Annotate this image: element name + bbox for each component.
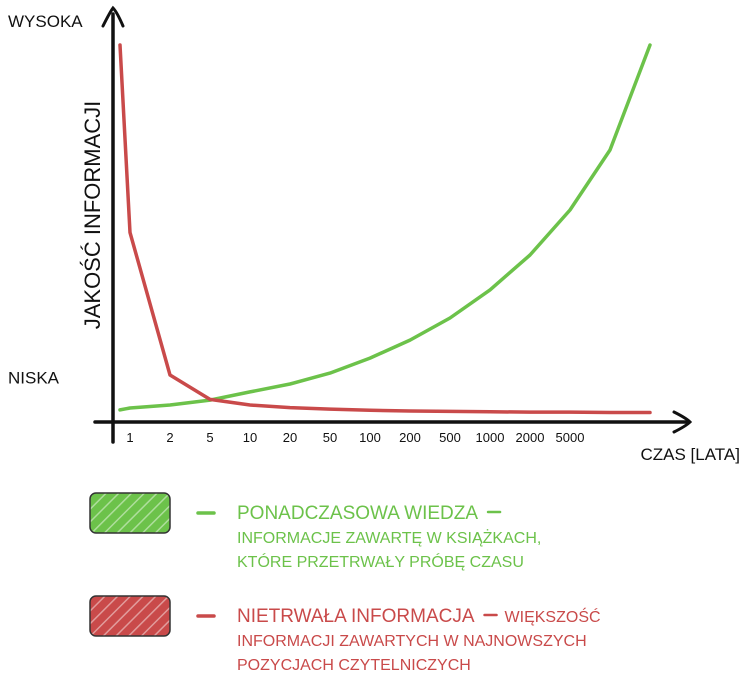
legend-swatch-hatch bbox=[89, 492, 171, 534]
legend-description: POZYCJACH CZYTELNICZYCH bbox=[237, 657, 471, 674]
x-tick-label: 2 bbox=[166, 430, 173, 445]
y-axis-title: JAKOŚĆ INFORMACJI bbox=[80, 101, 105, 330]
legend-description: INFORMACJI ZAWARTYCH W NAJNOWSZYCH bbox=[237, 633, 587, 650]
x-tick-label: 200 bbox=[399, 430, 421, 445]
x-tick-label: 500 bbox=[439, 430, 461, 445]
x-tick-label: 20 bbox=[283, 430, 297, 445]
x-tick-label: 2000 bbox=[516, 430, 545, 445]
legend-description: INFORMACJE ZAWARTĘ W KSIĄŻKACH, bbox=[237, 528, 541, 547]
x-axis-title: CZAS [LATA] bbox=[640, 445, 740, 464]
legend-name: NIETRWAŁA INFORMACJA bbox=[237, 606, 475, 627]
legend-name: PONADCZASOWA WIEDZA bbox=[237, 503, 478, 524]
legend: PONADCZASOWA WIEDZA INFORMACJE ZAWARTĘ W … bbox=[89, 492, 601, 674]
x-tick-label: 100 bbox=[359, 430, 381, 445]
x-tick-label: 5000 bbox=[556, 430, 585, 445]
x-tick-label: 1000 bbox=[476, 430, 505, 445]
series-line bbox=[118, 43, 652, 415]
x-axis-arrow bbox=[672, 410, 693, 434]
y-tick-label: WYSOKA bbox=[8, 12, 83, 31]
x-tick-label: 50 bbox=[323, 430, 337, 445]
y-axis-arrow bbox=[101, 5, 125, 28]
x-tick-label: 5 bbox=[206, 430, 213, 445]
x-tick-label: 10 bbox=[243, 430, 257, 445]
series-line bbox=[118, 43, 652, 412]
legend-description: KTÓRE PRZETRWAŁY PRÓBĘ CZASU bbox=[237, 552, 524, 571]
legend-swatch-hatch bbox=[89, 595, 171, 637]
plot-area: NISKA WYSOKA 1 2 5 10 20 50 100 200 500 1000 2000 500… bbox=[8, 12, 652, 445]
x-tick-label: 1 bbox=[126, 430, 133, 445]
legend-description: WIĘKSZOŚĆ bbox=[505, 607, 601, 626]
y-tick-label: NISKA bbox=[8, 368, 60, 387]
